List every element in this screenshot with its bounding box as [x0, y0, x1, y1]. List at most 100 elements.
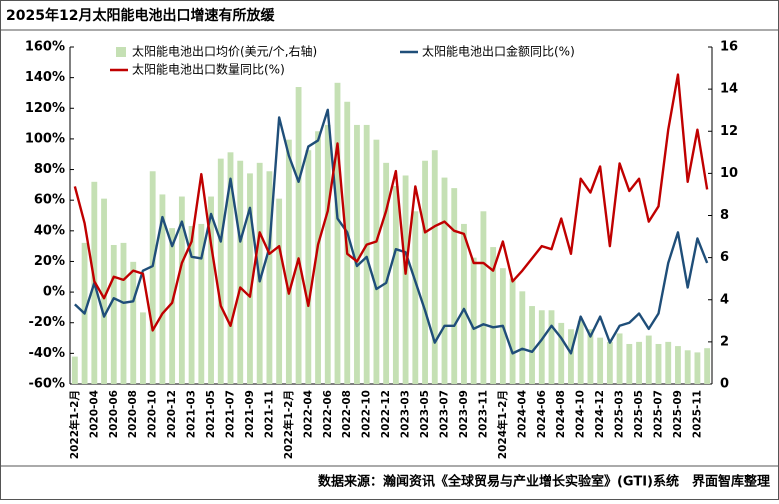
bar — [383, 162, 390, 384]
x-tick-label: 2023-07 — [439, 390, 451, 438]
x-tick-label: 2024年1-2月 — [496, 390, 509, 459]
bar — [188, 226, 195, 384]
x-tick-label: 2025-07 — [653, 390, 665, 438]
x-tick-label: 2020-10 — [147, 390, 159, 438]
bar — [227, 152, 234, 384]
y2-tick-label: 8 — [720, 208, 729, 223]
bar — [373, 139, 380, 384]
bar — [198, 223, 205, 384]
y2-tick-label: 6 — [720, 250, 729, 265]
y2-tick-label: 0 — [720, 377, 729, 392]
x-tick-label: 2022-12 — [380, 390, 392, 438]
line-series — [73, 73, 709, 332]
legend-swatch — [116, 47, 126, 57]
x-tick-label: 2022-06 — [322, 390, 334, 438]
bar — [490, 247, 497, 384]
x-tick-label: 2024-08 — [555, 390, 567, 438]
x-tick-label: 2020-08 — [127, 390, 139, 438]
y-tick-label: 40% — [34, 223, 65, 238]
bar — [295, 87, 302, 385]
bar — [577, 320, 584, 384]
bar — [451, 188, 458, 384]
x-tick-label: 2024-06 — [536, 390, 548, 438]
bar — [509, 278, 516, 384]
x-tick-label: 2022-08 — [341, 390, 353, 438]
bar — [665, 341, 672, 384]
bar — [422, 160, 428, 384]
y-tick-label: -60% — [28, 377, 65, 392]
bar — [684, 350, 691, 384]
bar — [616, 333, 623, 384]
bar — [140, 312, 146, 384]
bar — [266, 171, 273, 384]
x-tick-label: 2023-03 — [400, 390, 412, 438]
x-tick-label: 2025-03 — [614, 390, 626, 438]
x-tick-label: 2020-04 — [88, 390, 100, 438]
bar — [548, 310, 555, 384]
bar — [645, 335, 652, 384]
bar — [237, 160, 244, 384]
legend-label: 太阳能电池出口数量同比(%) — [132, 62, 285, 77]
bar — [217, 158, 224, 384]
x-tick-label: 2022年1-2月 — [282, 390, 295, 459]
x-tick-label: 2022-04 — [302, 390, 314, 438]
bar — [71, 356, 78, 384]
y2-tick-label: 16 — [720, 40, 738, 55]
bar — [558, 322, 565, 384]
bar — [305, 150, 312, 384]
bar — [392, 186, 399, 384]
bar — [626, 343, 633, 384]
x-tick-label: 2021-03 — [186, 390, 198, 438]
y-tick-label: 80% — [34, 162, 65, 177]
y-tick-label: 120% — [25, 101, 65, 116]
legend-label: 太阳能电池出口均价(美元/个,右轴) — [132, 44, 317, 59]
bar — [480, 211, 487, 384]
bar — [178, 196, 185, 384]
y2-tick-label: 4 — [720, 292, 729, 307]
x-tick-label: 2024-12 — [594, 390, 606, 438]
bar — [606, 341, 613, 384]
y2-tick-label: 10 — [720, 166, 738, 181]
bar — [587, 329, 594, 384]
x-tick-label: 2021-09 — [244, 390, 256, 438]
bar — [470, 257, 477, 384]
bar — [538, 310, 545, 384]
bar — [285, 139, 292, 384]
bar — [568, 329, 574, 384]
x-tick-label: 2025-05 — [633, 390, 645, 438]
bar — [334, 82, 341, 385]
y2-tick-label: 2 — [720, 334, 729, 349]
bar — [636, 341, 642, 384]
bar — [159, 194, 166, 384]
x-tick-label: 2023-11 — [477, 390, 489, 438]
bar — [149, 171, 156, 384]
bar — [276, 198, 283, 384]
bar — [675, 346, 681, 384]
bar — [208, 196, 214, 384]
legend-label: 太阳能电池出口金额同比(%) — [422, 44, 575, 59]
bar — [247, 173, 253, 384]
x-tick-label: 2024-04 — [516, 390, 528, 438]
bar — [704, 348, 711, 384]
x-tick-label: 2022-10 — [361, 390, 373, 438]
bar — [169, 228, 176, 384]
bar — [441, 177, 448, 384]
y-tick-label: -20% — [28, 315, 65, 330]
bar — [431, 150, 438, 384]
x-tick-label: 2021-07 — [225, 390, 237, 438]
x-tick-label: 2021-05 — [205, 390, 217, 438]
bar — [315, 131, 321, 384]
y-tick-label: -40% — [28, 346, 65, 361]
line-series — [74, 108, 709, 355]
y2-tick-label: 12 — [720, 124, 738, 139]
y-tick-label: 20% — [34, 254, 65, 269]
bar — [130, 261, 137, 384]
chart-title: 2025年12月太阳能电池出口增速有所放缓 — [6, 7, 275, 24]
bar — [694, 352, 701, 384]
bar — [655, 343, 662, 384]
bar — [402, 175, 409, 384]
y-tick-label: 0% — [43, 285, 65, 300]
bar — [354, 124, 360, 385]
